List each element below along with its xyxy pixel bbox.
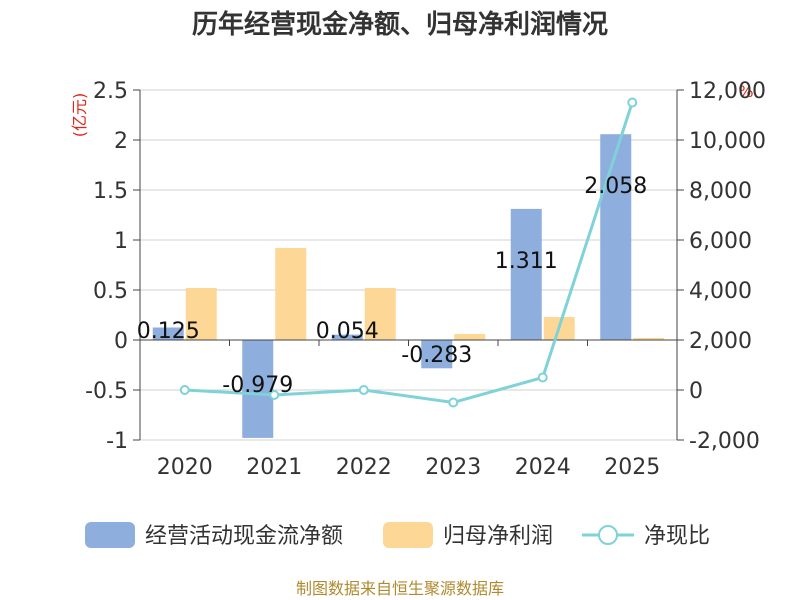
ratio-point-2022 [358, 385, 369, 395]
legend-swatch-ratio-marker [598, 525, 618, 545]
left-tick-label: 2 [114, 129, 128, 154]
axes: 2020 2021 2022 2023 2024 2025 [139, 90, 678, 480]
ratio-point-2025 [627, 97, 638, 108]
bar-cash-flow-2025 [600, 134, 632, 340]
right-axis-unit: % [738, 82, 753, 101]
data-label-cash-flow-2024: 1.311 [495, 249, 558, 274]
bar-cash-flow-2020 [152, 327, 184, 340]
bar-net-profit-2022 [364, 288, 396, 340]
legend-label-cash-flow: 经营活动现金流净额 [145, 524, 343, 549]
ratio-point-2023 [448, 397, 459, 408]
data-label-cash-flow-2023: -0.283 [401, 343, 472, 368]
left-tick-label: 1 [114, 229, 128, 254]
left-tick-label: 2.5 [93, 79, 128, 104]
ratio-point-2024 [537, 372, 548, 383]
bar-cash-flow-2024 [510, 208, 542, 340]
x-tick-label: 2025 [604, 455, 660, 480]
right-tick-label: 6,000 [689, 229, 752, 254]
bar-cash-flow-2022 [331, 334, 363, 340]
bar-net-profit-2021 [275, 248, 307, 340]
bar-net-profit-2020 [185, 288, 217, 340]
right-tick-label: 4,000 [689, 279, 752, 304]
right-tick-label: 0 [689, 379, 703, 404]
chart-title: 历年经营现金净额、归母净利润情况 [192, 9, 608, 40]
left-tick-label: 0.5 [93, 279, 128, 304]
data-label-cash-flow-2021: -0.979 [222, 373, 293, 398]
ratio-polyline [184, 102, 634, 405]
left-tick-label: -1 [106, 429, 128, 454]
left-tick-label: -0.5 [85, 379, 128, 404]
right-tick-label: 10,000 [689, 129, 766, 154]
data-label-cash-flow-2022: 0.054 [316, 319, 379, 344]
data-label-cash-flow-2025: 2.058 [584, 174, 647, 199]
bar-net-profit-2025 [633, 338, 665, 340]
legend-label-ratio: 净现比 [644, 524, 710, 549]
ratio-line [179, 97, 638, 408]
legend-swatch-net-profit [383, 522, 433, 548]
right-tick-label: -2,000 [689, 429, 760, 454]
x-tick-label: 2021 [246, 455, 302, 480]
ratio-point-2021 [269, 390, 280, 400]
left-axis-unit: (亿元) [70, 93, 89, 138]
x-tick-label: 2022 [336, 455, 392, 480]
left-tick-label: 0 [114, 329, 128, 354]
bar-net-profit-2023 [454, 334, 486, 340]
ratio-point-2020 [179, 385, 190, 395]
data-labels: 0.125 -0.979 0.054 -0.283 1.311 2.058 [137, 174, 647, 398]
data-label-cash-flow-2020: 0.125 [137, 319, 200, 344]
source-note: 制图数据来自恒生聚源数据库 [296, 579, 504, 598]
legend-swatch-cash-flow [85, 522, 135, 548]
right-tick-label: 8,000 [689, 179, 752, 204]
x-tick-label: 2020 [157, 455, 213, 480]
bar-cash-flow-2021 [242, 340, 274, 438]
legend-label-net-profit: 归母净利润 [443, 524, 553, 549]
x-tick-label: 2023 [425, 455, 481, 480]
legend: 经营活动现金流净额 归母净利润 净现比 [85, 522, 710, 549]
x-tick-label: 2024 [515, 455, 571, 480]
right-tick-label: 12,000 [689, 79, 766, 104]
right-tick-label: 2,000 [689, 329, 752, 354]
bar-cash-flow-2023 [421, 340, 453, 369]
left-tick-label: 1.5 [93, 179, 128, 204]
